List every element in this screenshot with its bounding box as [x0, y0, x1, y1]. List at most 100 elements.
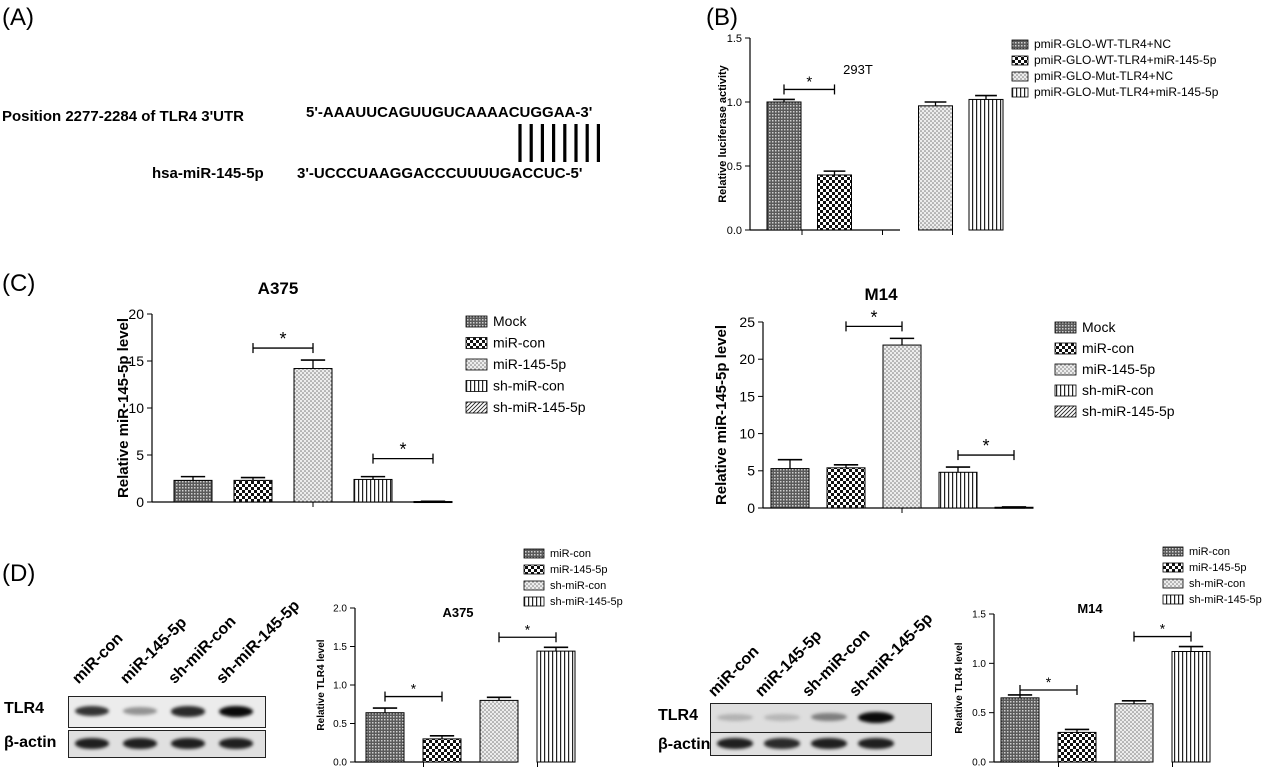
chart-title: M14 [1077, 601, 1103, 616]
bar-mir-con [1000, 697, 1040, 763]
chart-title: A375 [258, 280, 299, 298]
legend-swatch [1162, 546, 1184, 557]
legend-label: sh-miR-145-5p [1189, 594, 1262, 606]
blot-strip [710, 703, 932, 733]
chart-mir145-a375: 0 5 10 15 20 * * A375 Relative miR-145-5p level M… [115, 280, 586, 510]
blot-band [123, 707, 157, 716]
legend-swatch [465, 315, 488, 328]
utr-position-label: Position 2277-2284 of TLR4 3'UTR [2, 108, 244, 125]
legend-label: miR-145-5p [550, 564, 607, 576]
legend-swatch [1162, 562, 1184, 573]
y-tick-label: 0.5 [727, 161, 742, 173]
y-tick-label: 15 [739, 388, 755, 404]
y-tick-label: 1.0 [333, 681, 347, 692]
legend-swatch [523, 580, 545, 591]
blot-row-label: TLR4 [4, 700, 44, 717]
legend-swatch [1054, 321, 1077, 334]
bar-mir-con [365, 712, 405, 763]
significance-star: * [1046, 674, 1052, 690]
y-tick-label: 0 [136, 494, 144, 510]
chart-title: M14 [864, 285, 898, 304]
y-tick-label: 10 [128, 400, 144, 416]
blot-strip [68, 730, 266, 758]
y-tick-label: 1.5 [972, 610, 986, 621]
blot-band [123, 738, 157, 749]
blot-band [811, 738, 847, 749]
legend-label: Mock [493, 313, 527, 329]
legend-swatch [465, 401, 488, 414]
blot-lane-label: miR-con [69, 630, 127, 688]
legend-swatch [465, 380, 488, 392]
legend-label: sh-miR-145-5p [550, 596, 623, 608]
blot-row-label: β-actin [658, 736, 711, 753]
bar-mir-145-5p [422, 738, 462, 763]
blot-band [171, 738, 205, 749]
base-pairing-lines [518, 124, 601, 162]
y-tick-label: 1.5 [727, 33, 742, 45]
panel-label-d: (D) [2, 560, 36, 587]
legend-swatch [1054, 384, 1077, 397]
significance-star: * [982, 436, 989, 456]
bar-mock [173, 479, 213, 503]
chart-tlr4-m14: 0.0 0.5 1.0 1.5 * * M14 Relative TLR4 level miR-… [954, 546, 1262, 768]
bar-pmir-glo-mut-tlr4-mir-145-5p [968, 98, 1004, 231]
legend-label: sh-miR-con [1082, 382, 1154, 398]
y-tick-label: 25 [739, 314, 755, 330]
bar-pmir-glo-wt-tlr4-mir-145-5p [817, 174, 852, 231]
blot-band [75, 706, 109, 717]
legend-swatch [465, 337, 488, 349]
legend-label: sh-miR-con [493, 378, 565, 394]
bar-sh-mir-con [1114, 703, 1154, 763]
blot-band [219, 738, 253, 749]
blot-band [764, 713, 800, 721]
panel-label-a: (A) [2, 4, 34, 31]
panel-label-c: (C) [2, 270, 36, 297]
bar-mir-145-5p [882, 344, 922, 509]
blot-lane-label: sh-miR-145-5p [846, 610, 937, 701]
y-tick-label: 0.0 [972, 758, 986, 768]
legend-swatch [1011, 87, 1029, 98]
blot-row-label: β-actin [4, 734, 57, 751]
legend-swatch [1162, 578, 1184, 589]
significance-star: * [870, 307, 877, 327]
legend-swatch [1011, 39, 1029, 50]
bar-sh-mir-con [479, 699, 519, 763]
blot-band [858, 712, 894, 723]
blot-band [764, 738, 800, 749]
chart-luciferase-293t: 0.0 0.5 1.0 1.5 * 293T Relative luciferase act… [717, 33, 1219, 237]
blot-strip [710, 732, 932, 756]
legend-swatch [523, 564, 545, 575]
legend-swatch [1054, 342, 1077, 355]
blot-strip [68, 696, 266, 728]
panel-label-b: (B) [706, 4, 738, 31]
legend-label: miR-145-5p [1189, 562, 1246, 574]
y-tick-label: 15 [128, 353, 144, 369]
mirna-name-label: hsa-miR-145-5p [152, 165, 264, 182]
legend-label: Mock [1082, 319, 1116, 335]
legend-label: miR-con [1082, 340, 1134, 356]
bar-mir-145-5p [293, 368, 333, 503]
bar-mock [770, 468, 810, 509]
y-tick-label: 1.0 [972, 659, 986, 670]
significance-star: * [1160, 621, 1166, 637]
bar-pmir-glo-mut-tlr4-nc [918, 105, 953, 231]
y-axis-label: Relative TLR4 level [316, 639, 327, 730]
legend-label: pmiR-GLO-Mut-TLR4+miR-145-5p [1034, 85, 1219, 99]
y-tick-label: 0.5 [972, 708, 986, 719]
legend-label: pmiR-GLO-Mut-TLR4+NC [1034, 69, 1173, 83]
chart-mir145-m14: 0 5 10 15 20 25 * * M14 Relative miR-145-5p level… [713, 285, 1175, 515]
legend-swatch [523, 596, 545, 607]
significance-star: * [399, 440, 406, 460]
y-tick-label: 2.0 [333, 604, 347, 615]
y-tick-label: 20 [128, 306, 144, 322]
chart-title: A375 [442, 605, 473, 620]
blot-row-label: TLR4 [658, 707, 698, 724]
y-tick-label: 1.5 [333, 642, 347, 653]
legend-label: miR-145-5p [493, 356, 566, 372]
western-blot-a375: miR-con miR-145-5p sh-miR-con sh-miR-145-5p… [0, 585, 303, 765]
bar-mir-con [233, 479, 273, 503]
blot-band [717, 738, 753, 749]
western-blot-m14: miR-con miR-145-5p sh-miR-con sh-miR-145-5p… [640, 585, 940, 765]
blot-band [811, 713, 847, 722]
legend-swatch [1011, 55, 1029, 66]
